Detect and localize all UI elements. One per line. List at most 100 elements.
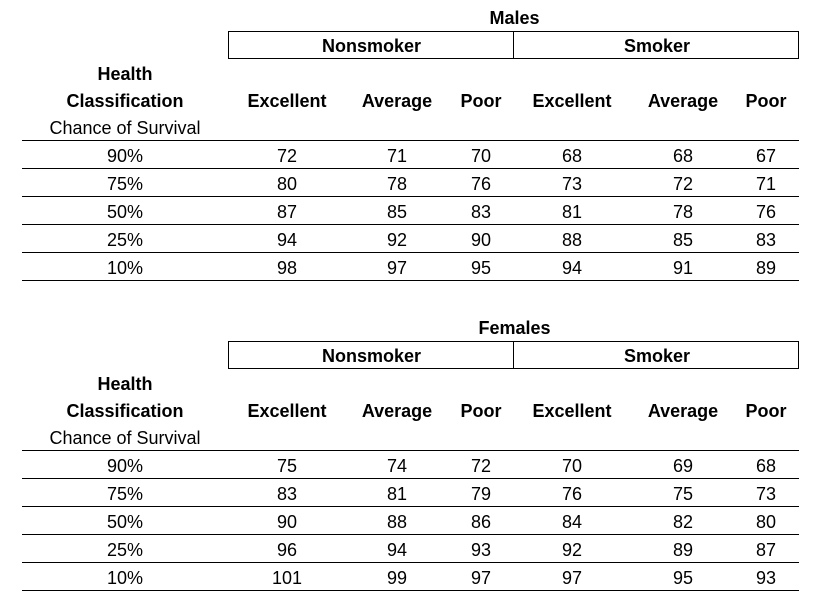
table-cell: 94 bbox=[276, 230, 298, 250]
table-cell: 95 bbox=[470, 258, 492, 278]
row-rule bbox=[22, 506, 799, 507]
table-cell: 86 bbox=[470, 512, 492, 532]
group-divider bbox=[513, 341, 514, 369]
group-label: Nonsmoker bbox=[321, 36, 422, 56]
table-cell: 75 bbox=[276, 456, 298, 476]
table-cell: 72 bbox=[276, 146, 298, 166]
column-header: Excellent bbox=[247, 91, 327, 111]
table-cell: 83 bbox=[276, 484, 298, 504]
table-cell: 68 bbox=[755, 456, 777, 476]
row-header-line: Classification bbox=[66, 401, 184, 421]
table-cell: 88 bbox=[561, 230, 583, 250]
row-label: 75% bbox=[106, 174, 144, 194]
table-cell: 92 bbox=[386, 230, 408, 250]
table-cell: 80 bbox=[755, 512, 777, 532]
table-cell: 93 bbox=[470, 540, 492, 560]
table-cell: 82 bbox=[672, 512, 694, 532]
table-cell: 67 bbox=[755, 146, 777, 166]
table-title-females: Females bbox=[478, 318, 551, 338]
row-label: 10% bbox=[106, 568, 144, 588]
row-rule bbox=[22, 562, 799, 563]
table-cell: 94 bbox=[561, 258, 583, 278]
row-label: 10% bbox=[106, 258, 144, 278]
table-cell: 92 bbox=[561, 540, 583, 560]
table-cell: 83 bbox=[755, 230, 777, 250]
table-cell: 73 bbox=[755, 484, 777, 504]
row-rule bbox=[22, 478, 799, 479]
table-cell: 68 bbox=[561, 146, 583, 166]
column-header: Average bbox=[361, 401, 433, 421]
column-header: Excellent bbox=[532, 401, 612, 421]
table-cell: 95 bbox=[672, 568, 694, 588]
table-cell: 89 bbox=[672, 540, 694, 560]
table-cell: 89 bbox=[755, 258, 777, 278]
table-cell: 81 bbox=[386, 484, 408, 504]
row-rule bbox=[22, 196, 799, 197]
table-cell: 97 bbox=[561, 568, 583, 588]
column-header: Average bbox=[647, 91, 719, 111]
table-cell: 87 bbox=[276, 202, 298, 222]
column-header: Average bbox=[361, 91, 433, 111]
group-label: Smoker bbox=[623, 36, 691, 56]
table-cell: 69 bbox=[672, 456, 694, 476]
table-cell: 75 bbox=[672, 484, 694, 504]
table-cell: 94 bbox=[386, 540, 408, 560]
row-rule bbox=[22, 590, 799, 591]
column-header: Excellent bbox=[247, 401, 327, 421]
row-label: 25% bbox=[106, 230, 144, 250]
table-cell: 71 bbox=[386, 146, 408, 166]
table-cell: 80 bbox=[276, 174, 298, 194]
row-header-subtitle: Chance of Survival bbox=[49, 118, 201, 138]
group-divider bbox=[513, 31, 514, 59]
table-cell: 74 bbox=[386, 456, 408, 476]
table-cell: 85 bbox=[386, 202, 408, 222]
table-cell: 88 bbox=[386, 512, 408, 532]
table-cell: 90 bbox=[470, 230, 492, 250]
column-header: Poor bbox=[745, 401, 787, 421]
row-header-line: Classification bbox=[66, 91, 184, 111]
table-cell: 72 bbox=[470, 456, 492, 476]
table-cell: 91 bbox=[672, 258, 694, 278]
header-rule bbox=[22, 140, 799, 141]
table-cell: 76 bbox=[470, 174, 492, 194]
group-label: Nonsmoker bbox=[321, 346, 422, 366]
table-cell: 85 bbox=[672, 230, 694, 250]
group-label: Smoker bbox=[623, 346, 691, 366]
table-cell: 97 bbox=[386, 258, 408, 278]
table-cell: 83 bbox=[470, 202, 492, 222]
row-label: 50% bbox=[106, 512, 144, 532]
table-cell: 79 bbox=[470, 484, 492, 504]
table-cell: 84 bbox=[561, 512, 583, 532]
row-header-subtitle: Chance of Survival bbox=[49, 428, 201, 448]
table-cell: 97 bbox=[470, 568, 492, 588]
table-cell: 90 bbox=[276, 512, 298, 532]
table-cell: 78 bbox=[386, 174, 408, 194]
table-cell: 93 bbox=[755, 568, 777, 588]
table-cell: 68 bbox=[672, 146, 694, 166]
header-rule bbox=[22, 450, 799, 451]
column-header: Average bbox=[647, 401, 719, 421]
table-cell: 72 bbox=[672, 174, 694, 194]
row-header-line: Health bbox=[97, 374, 153, 394]
table-cell: 71 bbox=[755, 174, 777, 194]
row-rule bbox=[22, 224, 799, 225]
table-cell: 70 bbox=[561, 456, 583, 476]
table-cell: 98 bbox=[276, 258, 298, 278]
table-cell: 76 bbox=[755, 202, 777, 222]
table-cell: 73 bbox=[561, 174, 583, 194]
row-label: 50% bbox=[106, 202, 144, 222]
table-cell: 96 bbox=[276, 540, 298, 560]
table-cell: 99 bbox=[386, 568, 408, 588]
column-header: Poor bbox=[460, 91, 502, 111]
column-header: Poor bbox=[460, 401, 502, 421]
row-rule bbox=[22, 534, 799, 535]
column-header: Excellent bbox=[532, 91, 612, 111]
row-label: 90% bbox=[106, 456, 144, 476]
table-cell: 101 bbox=[271, 568, 303, 588]
row-rule bbox=[22, 280, 799, 281]
table-cell: 76 bbox=[561, 484, 583, 504]
column-header: Poor bbox=[745, 91, 787, 111]
table-cell: 78 bbox=[672, 202, 694, 222]
table-title-males: Males bbox=[489, 8, 540, 28]
row-label: 90% bbox=[106, 146, 144, 166]
